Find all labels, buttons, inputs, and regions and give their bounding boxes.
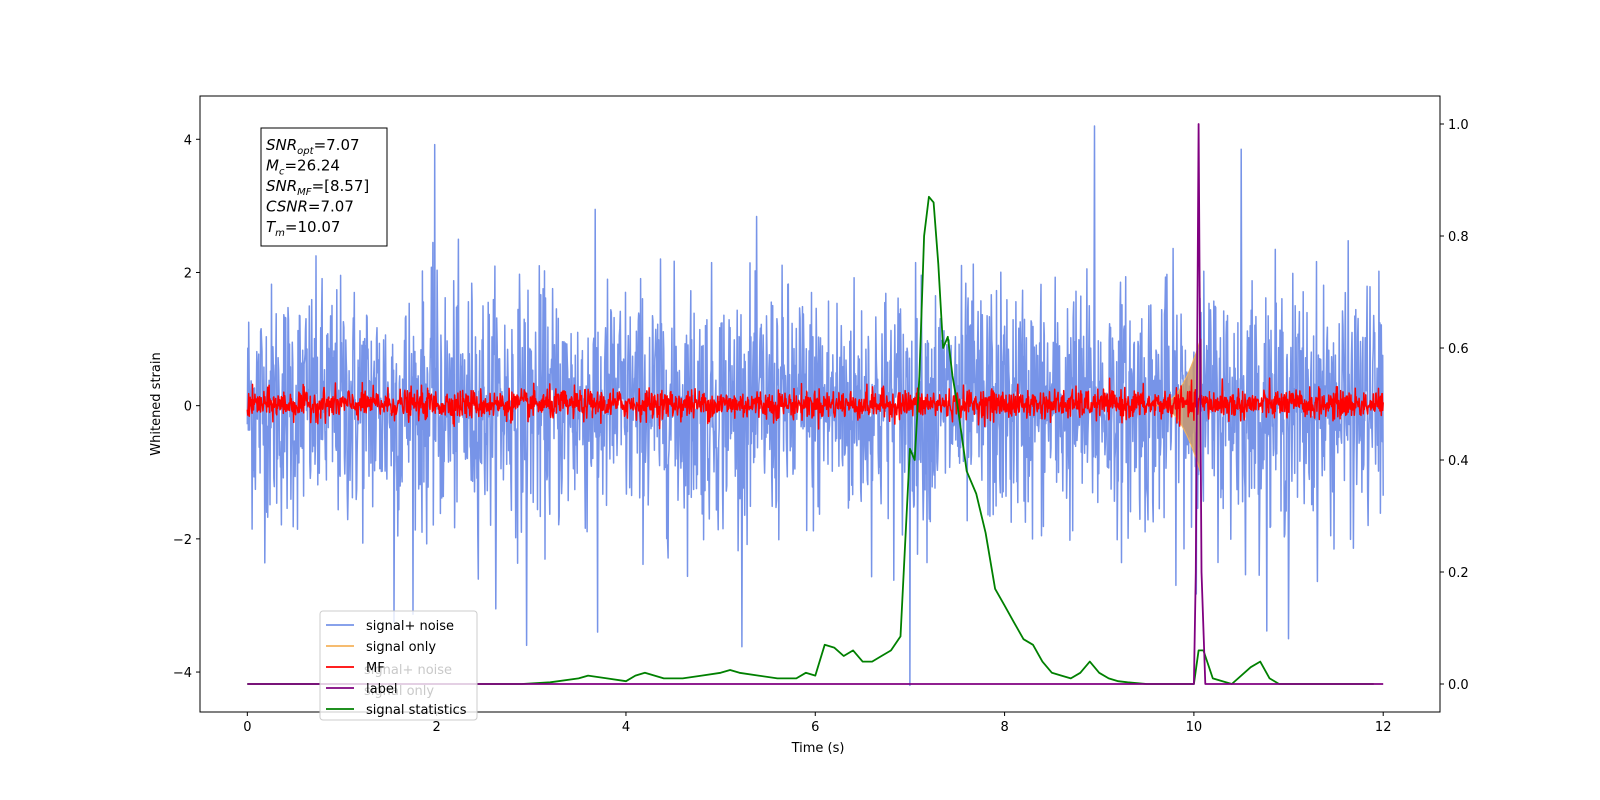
info-text: SNRopt=7.07 Mc=26.24 SNRMF=[8.57] CSNR=7.07… xyxy=(266,136,369,239)
ghost-legend-label: signal+ noise xyxy=(364,663,452,678)
info-box-frame xyxy=(260,127,388,247)
x-tick-label: 0 xyxy=(243,720,251,735)
y-tick-label: 2 xyxy=(184,266,192,281)
info-line: CSNR=7.07 xyxy=(266,198,354,216)
series-signal-noise xyxy=(246,125,1384,687)
legend: signal+ noise signal only signal+ noise sig… xyxy=(319,610,478,721)
y2-tick-label: 0.0 xyxy=(1448,678,1469,693)
series-label xyxy=(247,123,1384,685)
y-tick-label: 0 xyxy=(184,400,192,415)
ghost-legend-label: signal only xyxy=(364,684,434,699)
x-tick-label: 4 xyxy=(622,720,630,735)
info-line: SNRMF=[8.57] xyxy=(266,177,369,198)
legend-label: signal statistics xyxy=(366,703,467,718)
info-line: Tm=10.07 xyxy=(266,218,340,239)
y-tick-label: 4 xyxy=(184,133,192,148)
legend-frame xyxy=(319,610,478,721)
y2-tick-label: 0.6 xyxy=(1448,342,1469,357)
series-mf xyxy=(246,338,1384,430)
legend-label: signal+ noise xyxy=(366,619,454,634)
y2-tick-label: 0.2 xyxy=(1448,566,1469,581)
y2-tick-label: 0.8 xyxy=(1448,230,1469,245)
x-axis-label: Time (s) xyxy=(791,741,845,756)
x-tick-label: 2 xyxy=(433,720,441,735)
info-line: SNRopt=7.07 xyxy=(266,136,360,157)
y2-tick-label: 0.4 xyxy=(1448,454,1469,469)
plot-frame xyxy=(199,95,1441,713)
axes: 0 2 4 6 8 10 12 4 2 0 −2 −4 1.0 0.8 0.6 0.4 0.2 0.0 xyxy=(173,118,1469,735)
x-tick-label: 8 xyxy=(1000,720,1008,735)
legend-label: MF xyxy=(366,661,385,676)
y-axis-label: Whitened strain xyxy=(149,352,164,455)
x-tick-label: 10 xyxy=(1186,720,1203,735)
info-box: SNRopt=7.07 Mc=26.24 SNRMF=[8.57] CSNR=7.07… xyxy=(260,127,388,247)
y-tick-label: −4 xyxy=(173,666,192,681)
x-tick-label: 12 xyxy=(1375,720,1392,735)
plot-area xyxy=(246,123,1384,687)
legend-label: signal only xyxy=(366,640,436,655)
legend-label: label xyxy=(366,682,397,697)
y2-tick-label: 1.0 xyxy=(1448,118,1469,133)
y-tick-label: −2 xyxy=(173,533,192,548)
x-tick-label: 6 xyxy=(811,720,819,735)
info-line: Mc=26.24 xyxy=(266,157,340,178)
